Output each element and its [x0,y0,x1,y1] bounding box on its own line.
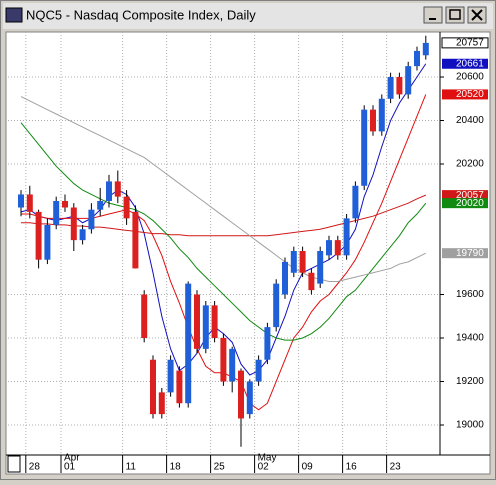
title-bar [3,3,493,29]
x-tick-label: 25 [214,462,226,473]
y-tick-label: 19400 [456,333,484,344]
ma-value-label: 20057 [456,190,484,201]
candle-body [132,211,139,269]
candle-body [282,261,288,295]
candle-body [44,224,51,260]
candle-body [255,359,262,382]
candle-body [150,359,156,415]
candle-body [194,294,200,349]
candle-body [176,370,183,404]
close-button[interactable] [467,6,487,24]
x-tick-label: 28 [29,462,41,473]
ma-value-box [442,198,488,209]
x-tick-label: 02 [258,462,270,473]
candle-body [405,66,412,95]
candle-body [70,207,77,241]
candle-body [343,218,350,256]
candle-body [220,337,227,382]
candle-body [290,251,297,273]
candle-body [62,200,68,208]
candle-body [229,348,236,382]
y-tick-label: 20200 [456,159,484,170]
candle-body [361,109,368,186]
corner-box [7,455,21,473]
y-tick-label: 19000 [456,420,484,431]
candle-body [378,98,385,132]
window-title: NQC5 - Nasdaq Composite Index, Daily [26,7,256,22]
y-tick-label: 19600 [456,289,484,300]
x-tick-label: 11 [126,462,137,473]
candle-body [114,181,121,197]
candle-body [352,185,359,219]
maximize-button[interactable] [445,6,465,24]
last-price-box [441,37,489,49]
ma-value-label: 20520 [456,89,484,100]
candle-body [317,251,324,284]
candle-body [202,305,209,349]
app-icon [5,7,23,23]
candle-body [396,77,403,95]
ma-value-label: 20661 [456,58,484,69]
candle-body [422,42,429,56]
ma-value-label: 19790 [456,248,484,259]
candle-body [123,196,130,219]
minimize-button[interactable] [423,6,443,24]
month-label: May [258,453,277,464]
candle-body [308,272,315,291]
candle-body [414,50,420,67]
candle-body [88,209,95,230]
candle-body [238,370,244,419]
candle-body [211,305,218,338]
moving-average [20,122,427,341]
ma-value-box [442,190,488,201]
moving-average [20,96,427,282]
candle-body [97,200,104,210]
ma-value-label: 20020 [456,198,484,209]
candle-body [185,283,192,404]
x-tick-label: 18 [170,462,182,473]
last-price-label: 20757 [456,38,484,49]
candle-body [273,283,280,328]
ma-value-box [442,58,488,69]
candle-body [35,211,42,260]
month-label: Apr [64,453,80,464]
x-tick-label: 16 [346,462,358,473]
candle-body [106,181,112,201]
candle-body [299,251,306,273]
y-tick-label: 19200 [456,376,484,387]
candle-body [334,240,341,256]
candle-body [167,359,174,393]
candle-body [26,194,33,212]
candle-body [387,77,394,99]
x-tick-label: 01 [64,462,76,473]
ma-value-box [442,89,488,100]
y-tick-label: 20400 [456,115,484,126]
candle-body [158,392,165,415]
candle-body [370,109,376,132]
candle-body [264,327,271,360]
candle-body [18,194,24,208]
x-tick-label: 23 [390,462,402,473]
x-tick-label: 09 [302,462,314,473]
candle-body [246,381,253,415]
ma-value-box [442,248,488,259]
candle-body [141,294,148,338]
y-tick-label: 20600 [456,72,484,83]
candle-body [326,240,332,256]
candle-body [79,229,86,241]
candle-body [53,200,60,225]
